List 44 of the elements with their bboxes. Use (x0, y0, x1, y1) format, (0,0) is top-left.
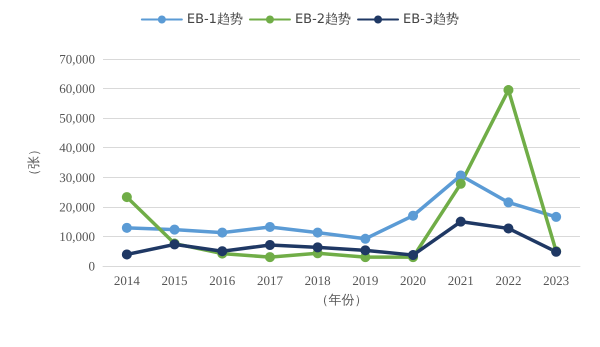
x-tick-label: 2018 (304, 273, 331, 288)
legend-label: EB-1趋势 (186, 12, 243, 27)
point (122, 222, 132, 233)
point (456, 170, 466, 181)
x-tick-label: 2021 (448, 273, 474, 288)
point (408, 210, 418, 221)
y-tick-label: 70,000 (59, 52, 95, 66)
point (264, 240, 275, 250)
point (503, 223, 514, 234)
x-tick-label: 2016 (209, 273, 236, 288)
point (217, 246, 228, 256)
y-tick-label: 20,000 (59, 199, 95, 214)
point (312, 242, 323, 252)
y-axis-title: （张） (27, 143, 42, 182)
point (551, 212, 562, 222)
point (264, 222, 275, 232)
point (360, 234, 370, 244)
legend-label: EB-3趋势 (403, 12, 460, 27)
y-tick-label: 40,000 (59, 140, 95, 156)
x-tick-label: 2019 (352, 273, 378, 288)
x-axis-title: （年份） (316, 293, 368, 308)
legend-label: EB-2趋势 (294, 12, 352, 27)
point (170, 224, 180, 235)
point (360, 245, 370, 256)
y-tick-label: 30,000 (59, 170, 95, 185)
point (264, 252, 275, 262)
x-tick-label: 2022 (495, 273, 522, 288)
point (122, 249, 132, 260)
x-tick-label: 2015 (162, 273, 188, 288)
y-tick-label: 0 (88, 258, 95, 274)
point (503, 197, 514, 208)
point (122, 192, 132, 202)
y-tick-label: 10,000 (59, 228, 95, 244)
point (217, 228, 228, 238)
point (456, 178, 466, 189)
x-tick-label: 2014 (114, 273, 140, 288)
x-tick-label: 2023 (543, 273, 570, 288)
point (456, 216, 466, 227)
point (503, 85, 514, 96)
y-tick-label: 50,000 (59, 110, 95, 126)
x-tick-label: 2020 (400, 273, 426, 288)
y-tick-label: 60,000 (59, 81, 95, 96)
point (312, 228, 323, 238)
x-tick-label: 2017 (256, 273, 284, 288)
